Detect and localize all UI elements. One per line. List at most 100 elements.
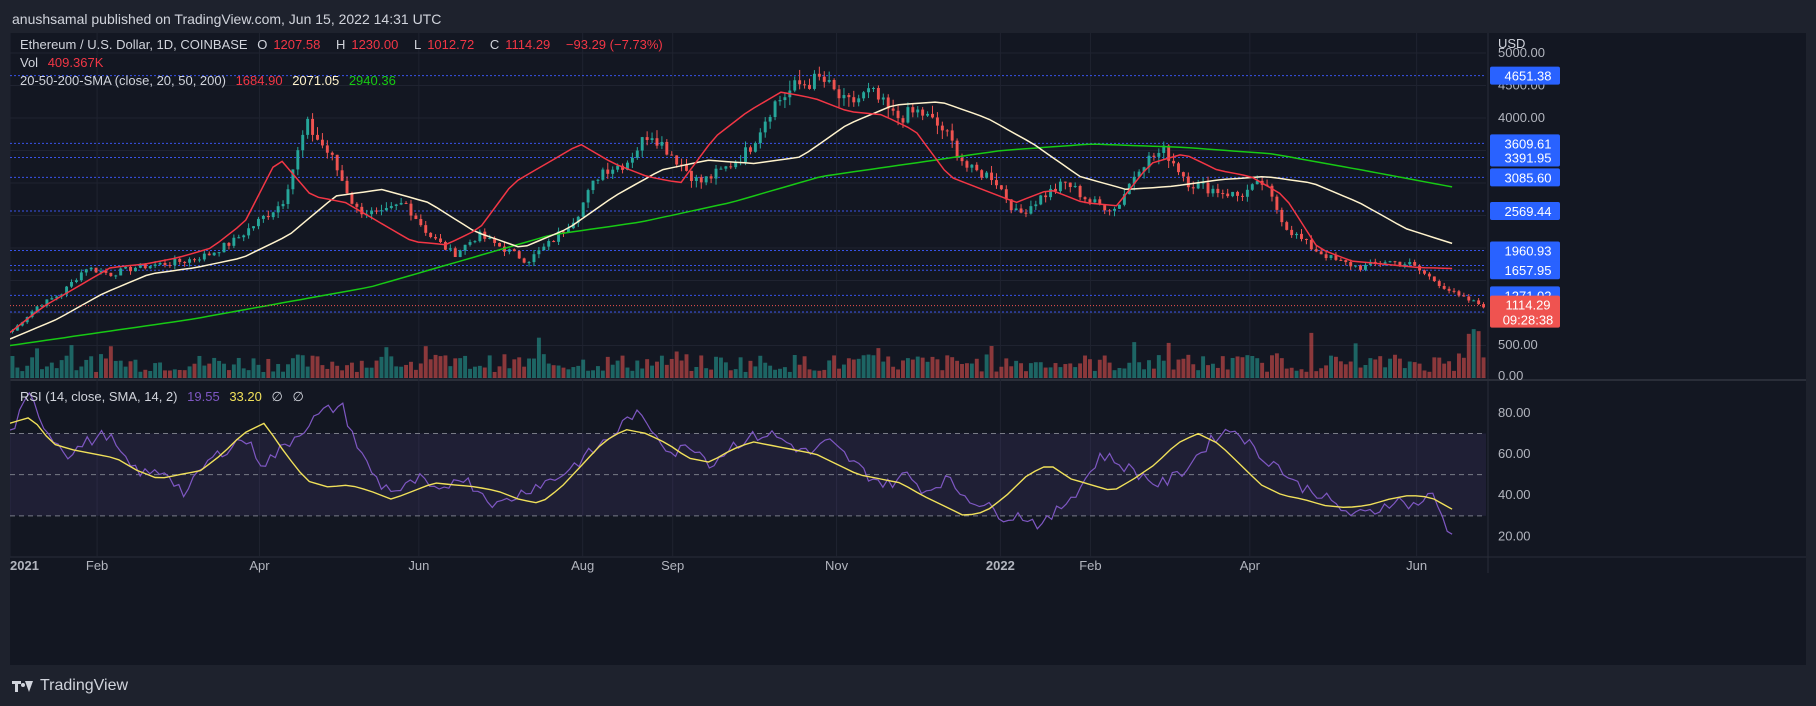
volume-bar xyxy=(1053,363,1058,378)
rsi-legend[interactable]: RSI (14, close, SMA, 14, 2) 19.55 33.20 … xyxy=(20,389,310,405)
candle-body xyxy=(660,141,664,146)
volume-bar xyxy=(409,361,413,378)
volume-bar xyxy=(177,369,182,378)
candle-body xyxy=(734,162,738,168)
volume-bar xyxy=(1196,370,1201,378)
volume-bar xyxy=(1240,357,1245,378)
price-level-tag xyxy=(1490,201,1560,220)
countdown-label: 09:28:38 xyxy=(1503,313,1554,328)
volume-bar xyxy=(571,367,576,378)
volume-bar xyxy=(704,368,709,378)
price-level-label: 1657.95 xyxy=(1505,263,1552,278)
volume-bar xyxy=(1397,358,1402,378)
volume-bar xyxy=(428,359,433,378)
volume-bar xyxy=(1147,360,1151,378)
volume-bar xyxy=(807,369,812,378)
candle-body xyxy=(1339,259,1343,261)
candle-body xyxy=(1408,261,1412,265)
candle-body xyxy=(409,203,413,216)
volume-bar xyxy=(841,364,846,378)
volume-legend[interactable]: Vol 409.367K xyxy=(20,55,109,70)
volume-bar xyxy=(763,362,768,378)
candle-body xyxy=(867,88,870,93)
volume-bar xyxy=(827,360,832,378)
volume-bar xyxy=(1092,370,1097,378)
brand-name: TradingView xyxy=(40,677,129,694)
volume-bar xyxy=(576,365,581,378)
volume-bar xyxy=(925,361,930,378)
volume-bar xyxy=(905,358,910,378)
candle-body xyxy=(1457,291,1461,296)
volume-bar xyxy=(1230,357,1235,378)
symbol-legend[interactable]: Ethereum / U.S. Dollar, 1D, COINBASE O 12… xyxy=(20,37,669,52)
volume-bar xyxy=(389,356,394,378)
volume-bar xyxy=(1171,369,1176,378)
volume-bar xyxy=(1383,367,1388,378)
candle-body xyxy=(389,205,393,208)
time-axis-label: Feb xyxy=(1079,558,1101,573)
candle-body xyxy=(173,258,177,266)
brand-footer[interactable]: TradingView xyxy=(12,674,128,698)
volume-bar xyxy=(40,369,44,378)
candle-body xyxy=(335,154,339,171)
volume-bar xyxy=(10,356,15,378)
candle-body xyxy=(1137,171,1141,177)
volume-bar xyxy=(595,366,600,378)
volume-bar xyxy=(1151,368,1156,378)
chart-svg[interactable]: USD5000.004500.004000.00500.000.004651.3… xyxy=(10,33,1806,665)
volume-bar xyxy=(935,359,940,378)
candle-body xyxy=(65,286,69,295)
rsi-line xyxy=(10,391,1453,535)
candle-body xyxy=(1152,155,1156,157)
volume-bar xyxy=(837,368,841,378)
candle-body xyxy=(1467,296,1471,301)
volume-bar xyxy=(276,364,281,378)
volume-bar xyxy=(694,366,699,378)
volume-bar xyxy=(891,366,896,378)
volume-bar xyxy=(812,370,817,378)
candle-body xyxy=(744,147,747,162)
candle-body xyxy=(30,311,34,318)
candle-body xyxy=(685,164,688,171)
candle-body xyxy=(207,253,211,256)
candle-body xyxy=(1319,251,1323,255)
time-axis-label: Jun xyxy=(1406,558,1427,573)
volume-bar xyxy=(438,356,443,378)
volume-bar xyxy=(1265,371,1270,378)
volume-bar xyxy=(497,366,502,378)
rsi-tick-label: 80.00 xyxy=(1498,405,1531,420)
price-level-tag xyxy=(1490,148,1560,167)
volume-bar xyxy=(349,362,354,378)
volume-bar xyxy=(910,359,915,378)
volume-bar xyxy=(1186,354,1191,378)
volume-bar xyxy=(44,366,49,378)
volume-bar xyxy=(315,356,320,378)
volume-bar xyxy=(1245,355,1250,378)
candle-body xyxy=(729,166,733,168)
volume-bar xyxy=(645,359,650,378)
candle-body xyxy=(512,249,516,252)
candle-body xyxy=(793,80,797,91)
candle-body xyxy=(1477,300,1481,305)
candle-body xyxy=(675,155,679,165)
candle-body xyxy=(286,189,290,205)
rsi-tick-label: 60.00 xyxy=(1498,446,1531,461)
candle-body xyxy=(1398,261,1402,266)
candle-body xyxy=(375,210,378,212)
candle-body xyxy=(1177,163,1180,173)
volume-bar xyxy=(236,357,241,378)
sma-legend[interactable]: 20-50-200-SMA (close, 20, 50, 200) 1684.… xyxy=(20,73,402,88)
candle-body xyxy=(1447,288,1451,291)
candle-body xyxy=(552,241,556,243)
candle-body xyxy=(1255,180,1259,185)
volume-bar xyxy=(1289,367,1294,378)
chart-area[interactable]: USD 5000.00 4500.00 4000.00 500.00 0.00 4651.3… xyxy=(10,33,1806,665)
volume-bar xyxy=(1102,355,1107,378)
ohlc-change: −93.29 (−7.73%) xyxy=(565,37,663,52)
volume-bar xyxy=(723,362,728,378)
candle-body xyxy=(817,73,821,77)
volume-bar xyxy=(546,363,551,378)
volume-bar xyxy=(960,363,964,378)
candle-body xyxy=(542,246,546,251)
